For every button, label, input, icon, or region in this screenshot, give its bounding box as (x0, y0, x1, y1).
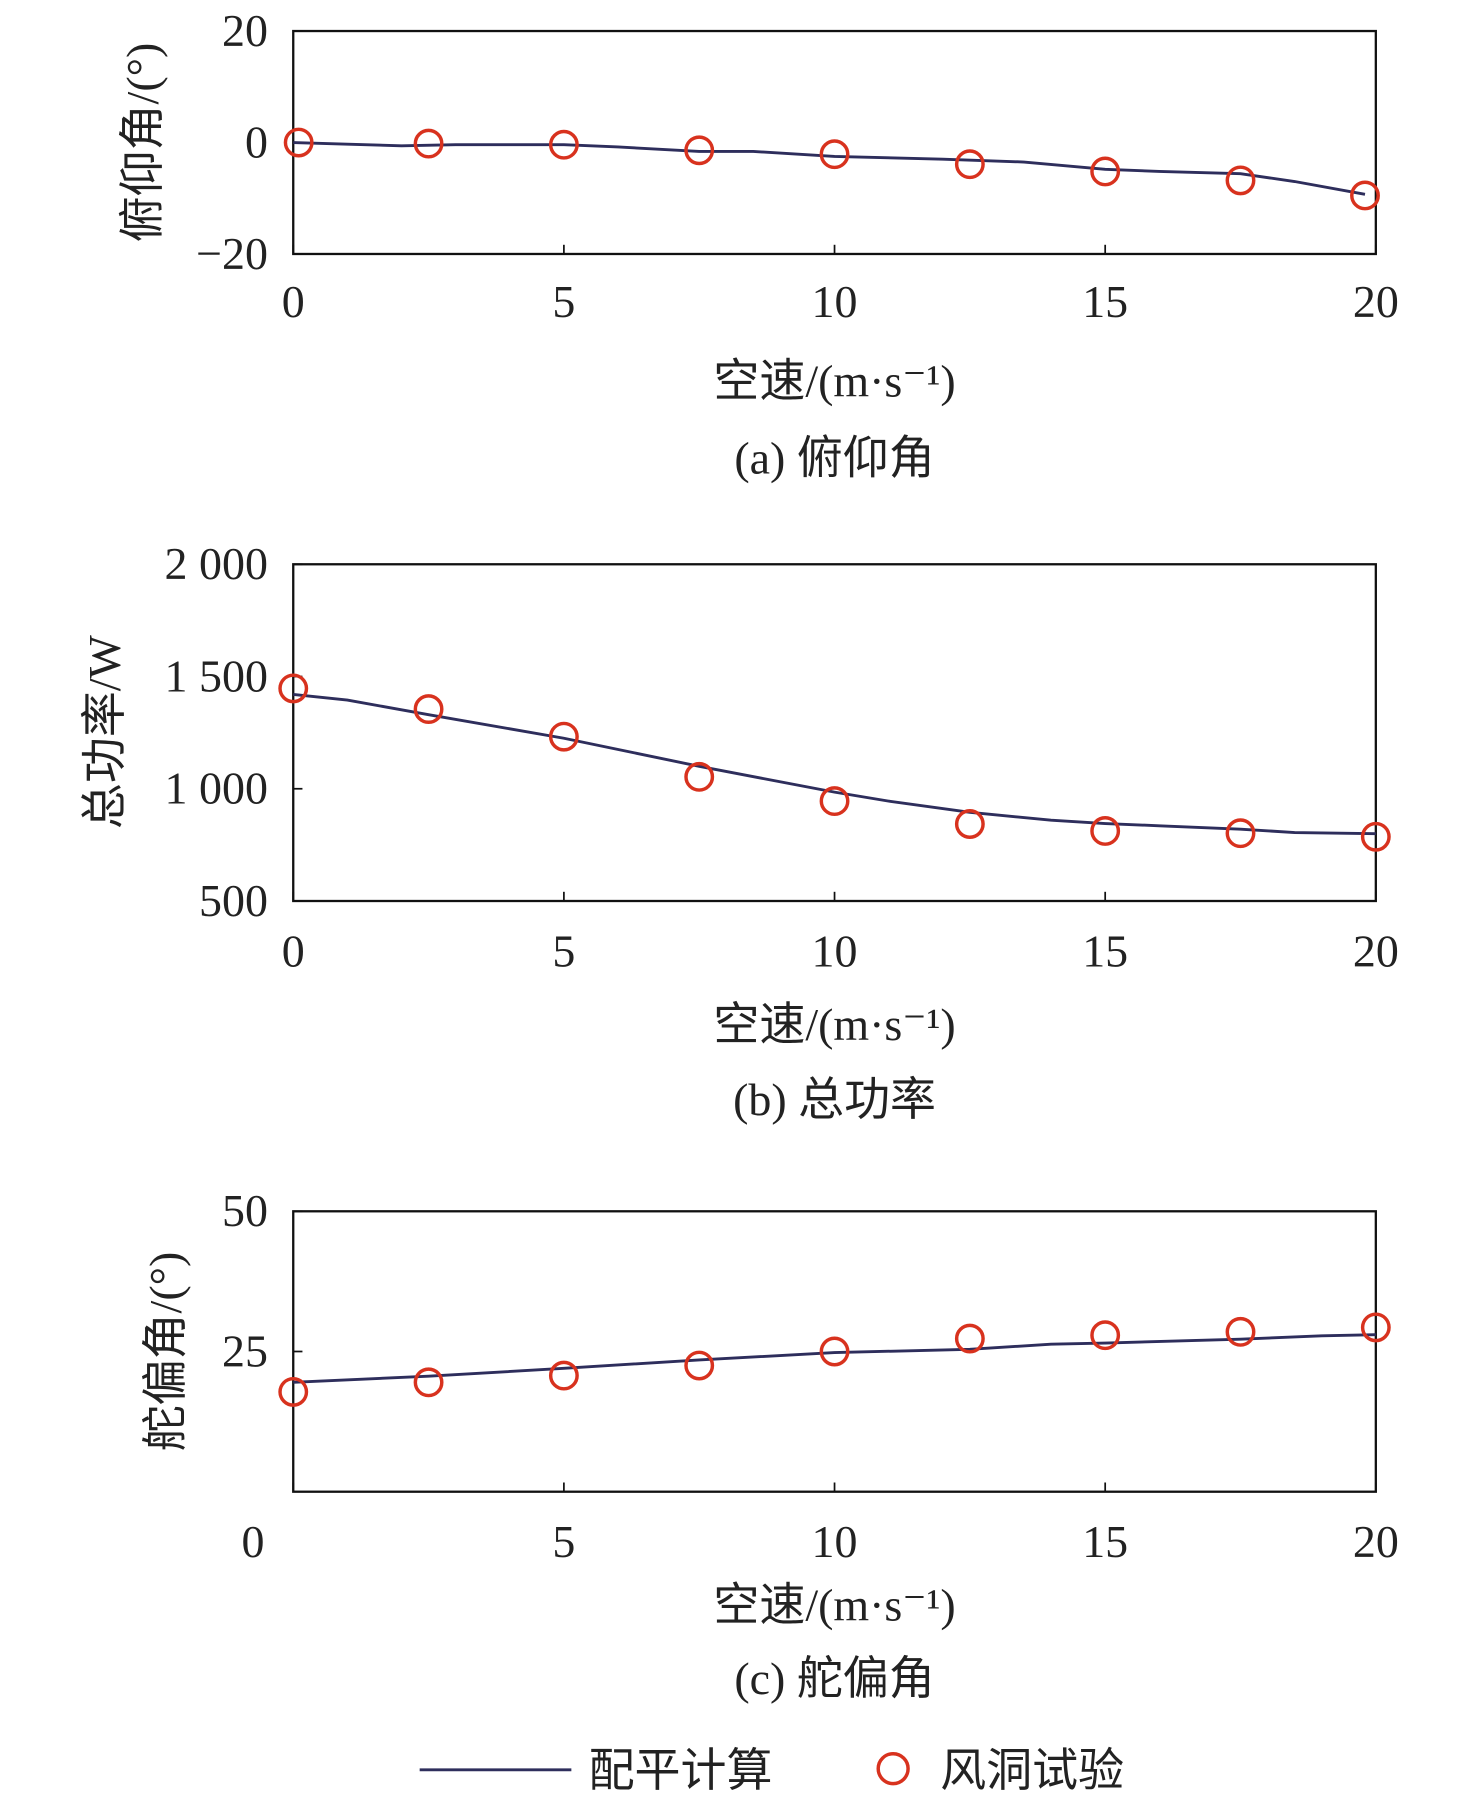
data-point-wind-tunnel (1225, 818, 1256, 849)
data-point-wind-tunnel (819, 139, 850, 170)
data-point-wind-tunnel (954, 1323, 985, 1354)
data-point-wind-tunnel (954, 809, 985, 839)
y-axis-label: 总功率/W (79, 634, 130, 829)
data-point-wind-tunnel (413, 694, 444, 725)
y-tick-label: 500 (199, 875, 268, 926)
plot-frame (292, 563, 1377, 903)
data-point-wind-tunnel (1360, 821, 1391, 852)
data-point-wind-tunnel (413, 128, 444, 159)
x-tick-label: 15 (1082, 1516, 1128, 1567)
chart-0: 0 5 10 15 20 −20 0 20 空速/(m·s⁻¹) 俯仰角/(°) (a) 俯仰角 (117, 5, 1399, 484)
legend-marker-swatch (876, 1752, 910, 1786)
y-axis-label: 舵偏角/(°) (140, 1252, 191, 1452)
y-tick-label: 2 000 (165, 538, 268, 589)
data-point-wind-tunnel (1090, 816, 1121, 846)
data-point-wind-tunnel (283, 127, 314, 158)
data-point-wind-tunnel (548, 721, 579, 752)
data-point-wind-tunnel (1225, 165, 1256, 196)
x-tick-label: 20 (1353, 1516, 1399, 1567)
data-point-wind-tunnel (819, 786, 850, 817)
data-point-wind-tunnel (819, 1336, 850, 1367)
chart-caption: (b) 总功率 (733, 1074, 936, 1125)
chart-caption: (c) 舵偏角 (734, 1653, 934, 1704)
series-line-trim-calculation (293, 141, 1366, 196)
y-tick-label: 20 (222, 5, 268, 56)
x-axis-label: 空速/(m·s⁻¹) (713, 999, 955, 1050)
data-point-wind-tunnel (1090, 1320, 1121, 1351)
series-line-trim-calculation (293, 1333, 1376, 1384)
x-tick-label: 15 (1082, 926, 1128, 977)
data-point-wind-tunnel (548, 129, 579, 160)
data-point-wind-tunnel (1090, 156, 1121, 187)
data-point-wind-tunnel (684, 761, 715, 792)
y-tick-label: 25 (222, 1325, 268, 1376)
x-tick-label: 5 (552, 1516, 575, 1567)
legend-line-label: 配平计算 (589, 1745, 773, 1796)
y-tick-label: 50 (222, 1185, 268, 1236)
x-tick-label: 10 (812, 276, 858, 327)
x-tick-label: 0 (242, 1516, 265, 1567)
x-axis-label: 空速/(m·s⁻¹) (713, 355, 955, 406)
data-point-wind-tunnel (278, 673, 309, 704)
chart-1: 0 5 10 15 20 500 1 000 1 500 2 000 空速/(m·s⁻¹) 总功率/… (79, 538, 1399, 1125)
y-tick-label: 0 (245, 116, 268, 167)
y-tick-label: 1 500 (165, 650, 268, 701)
data-point-wind-tunnel (684, 135, 715, 166)
x-tick-label: 15 (1082, 276, 1128, 327)
data-point-wind-tunnel (954, 149, 985, 180)
x-tick-label: 20 (1353, 276, 1399, 327)
data-point-wind-tunnel (684, 1350, 715, 1381)
y-axis-label: 俯仰角/(°) (117, 43, 168, 243)
x-tick-label: 10 (812, 926, 858, 977)
x-tick-label: 5 (552, 276, 575, 327)
data-point-wind-tunnel (278, 1376, 309, 1407)
y-tick-label: 1 000 (165, 763, 268, 814)
data-point-wind-tunnel (1225, 1316, 1256, 1347)
x-tick-label: 0 (282, 276, 305, 327)
x-axis-label: 空速/(m·s⁻¹) (713, 1579, 955, 1630)
data-point-wind-tunnel (413, 1367, 444, 1398)
x-tick-label: 10 (812, 1516, 858, 1567)
chart-caption: (a) 俯仰角 (734, 432, 934, 483)
legend-marker-label: 风洞试验 (940, 1745, 1124, 1796)
x-tick-label: 20 (1353, 926, 1399, 977)
x-tick-label: 0 (282, 926, 305, 977)
data-point-wind-tunnel (1350, 180, 1380, 211)
chart-2: 0 5 10 15 20 25 50 空速/(m·s⁻¹) 舵偏角/(°) (c) 舵偏角 (140, 1185, 1399, 1704)
x-tick-label: 5 (552, 926, 575, 977)
y-tick-label: −20 (196, 228, 268, 279)
legend: 配平计算 风洞试验 (419, 1745, 1124, 1796)
data-point-wind-tunnel (1360, 1312, 1391, 1343)
data-point-wind-tunnel (548, 1360, 579, 1391)
